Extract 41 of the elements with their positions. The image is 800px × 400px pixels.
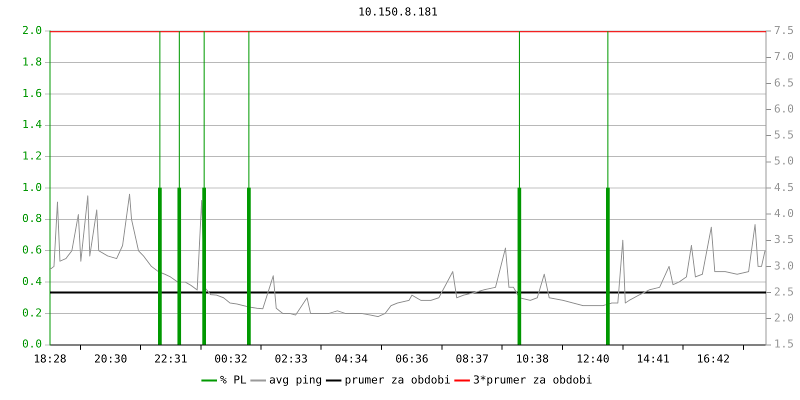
x-tick-label: 06:36 bbox=[395, 352, 429, 366]
y-tick-label: 1.4 bbox=[22, 118, 42, 132]
y-tick-label: 1.0 bbox=[22, 180, 42, 194]
y2-tick-label: 2.5 bbox=[774, 285, 794, 298]
y-tick-label: 0.8 bbox=[22, 212, 42, 226]
y2-tick-label: 7.0 bbox=[774, 50, 794, 64]
y-tick-label: 1.8 bbox=[22, 55, 42, 68]
y2-tick-label: 1.5 bbox=[774, 338, 794, 351]
y2-tick-label: 3.0 bbox=[774, 259, 794, 272]
legend-label: 3*prumer za obdobi bbox=[473, 373, 592, 386]
y2-tick-label: 5.5 bbox=[774, 128, 794, 142]
x-tick-label: 04:34 bbox=[334, 352, 368, 366]
chart-title: 10.150.8.181 bbox=[358, 5, 438, 18]
y2-tick-label: 6.0 bbox=[774, 102, 794, 116]
y2-tick-label: 6.5 bbox=[774, 76, 794, 90]
x-tick-label: 20:30 bbox=[94, 352, 128, 366]
y2-tick-label: 7.5 bbox=[774, 24, 794, 38]
y2-tick-label: 3.5 bbox=[774, 233, 794, 246]
y-tick-label: 1.6 bbox=[22, 86, 42, 100]
x-tick-label: 22:31 bbox=[154, 352, 188, 366]
legend-label: avg ping bbox=[269, 373, 322, 386]
y-tick-label: 0.2 bbox=[22, 306, 42, 320]
x-tick-label: 14:41 bbox=[636, 352, 670, 366]
x-tick-label: 08:37 bbox=[456, 352, 489, 366]
y2-tick-label: 5.0 bbox=[774, 154, 794, 168]
x-tick-label: 16:42 bbox=[696, 352, 730, 366]
y2-tick-label: 2.0 bbox=[774, 312, 794, 325]
y-tick-label: 0.4 bbox=[22, 274, 42, 288]
x-tick-label: 02:33 bbox=[274, 352, 308, 366]
x-tick-label: 10:38 bbox=[516, 352, 549, 366]
y2-tick-label: 4.5 bbox=[774, 180, 794, 194]
legend-label: % PL bbox=[220, 373, 248, 386]
y-tick-label: 0.6 bbox=[22, 244, 42, 257]
y-tick-label: 1.2 bbox=[22, 150, 42, 162]
y2-tick-label: 4.0 bbox=[774, 206, 794, 220]
x-tick-label: 00:32 bbox=[214, 352, 248, 366]
x-tick-label: 18:28 bbox=[33, 352, 67, 366]
legend-label: prumer za obdobi bbox=[344, 373, 451, 386]
y-tick-label: 0.0 bbox=[22, 338, 42, 351]
y-tick-label: 2.0 bbox=[22, 24, 42, 38]
x-tick-label: 12:40 bbox=[576, 352, 610, 366]
